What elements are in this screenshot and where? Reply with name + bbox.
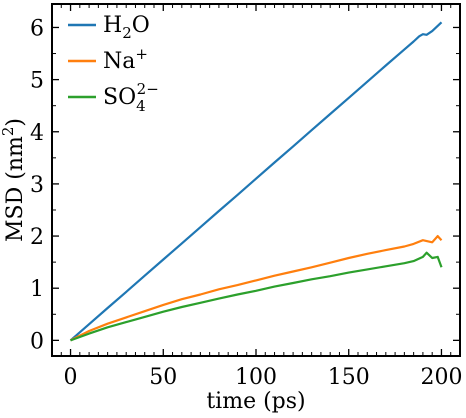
y-axis-label-close: )	[3, 118, 28, 127]
x-tick-label: 0	[64, 365, 78, 390]
series-line-na	[70, 235, 443, 342]
y-tick-label: 4	[30, 121, 44, 146]
x-axis-label: time (ps)	[206, 389, 305, 414]
legend-h2o-tail: O	[132, 13, 150, 38]
legend-label-so4: SO42−	[103, 80, 159, 115]
x-tick-label: 50	[149, 365, 177, 390]
legend-na-main: Na	[103, 49, 135, 74]
y-axis-label-text: MSD (nm	[3, 136, 28, 242]
legend-so4-sup: 2−	[137, 80, 159, 98]
y-tick-label: 1	[30, 277, 44, 302]
legend-label-h2o: H2O	[103, 13, 150, 42]
x-tick-label: 200	[420, 365, 462, 390]
y-tick-label: 0	[30, 329, 44, 354]
y-tick-label: 6	[30, 16, 44, 41]
y-tick-label: 2	[30, 225, 44, 250]
y-axis-label: MSD (nm2)	[0, 118, 28, 242]
x-tick-label: 150	[328, 365, 370, 390]
series-lines	[69, 21, 443, 342]
series-line-so4	[70, 251, 443, 342]
legend-so4-sub: 4	[136, 97, 146, 115]
y-axis-label-sup: 2	[0, 127, 17, 137]
y-tick-label: 3	[30, 173, 44, 198]
legend-h2o-main: H	[103, 13, 122, 38]
ticks-layer: 0 50 100 150 200 0 1 2 3 4 5 6	[30, 4, 462, 390]
series-line-h2o	[69, 21, 443, 342]
legend-so4-main: SO	[103, 85, 136, 110]
y-tick-label: 5	[30, 69, 44, 94]
legend-label-na: Na+	[103, 45, 148, 74]
legend-na-sup: +	[135, 45, 148, 63]
legend-h2o-sub: 2	[122, 24, 132, 42]
x-tick-label: 100	[235, 365, 277, 390]
legend: H2O Na+ SO42−	[68, 13, 159, 115]
